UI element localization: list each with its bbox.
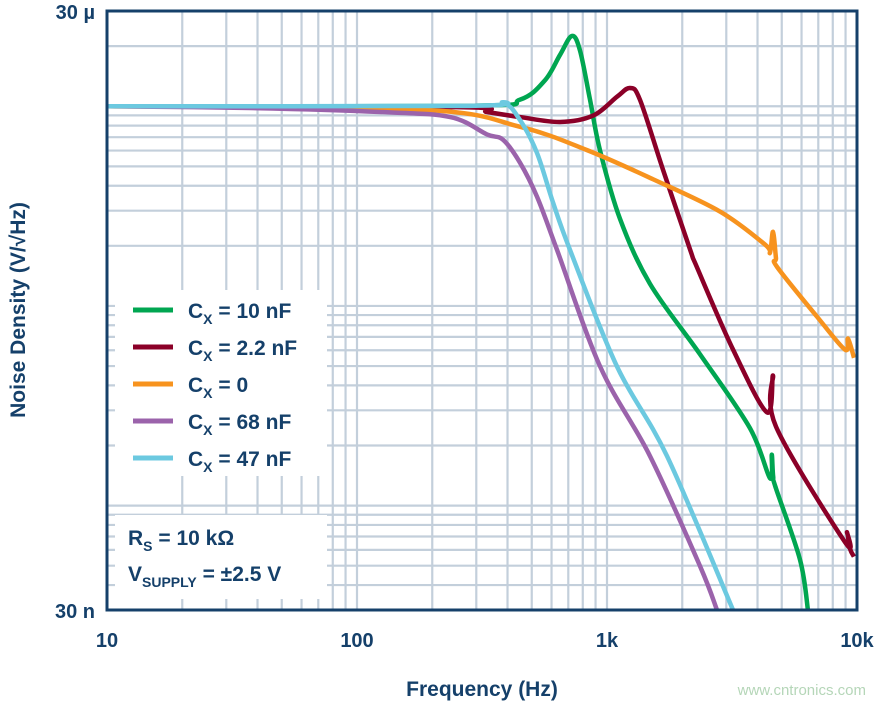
annotation-background xyxy=(115,515,327,599)
plot-frame xyxy=(105,9,859,612)
legend-label: CX = 2.2 nF xyxy=(188,337,297,364)
series-line-3 xyxy=(106,104,720,611)
x-tick-label: 10k xyxy=(840,630,874,652)
y-tick-label: 30 µ xyxy=(56,2,95,24)
series-line-4 xyxy=(106,99,736,611)
annotation-box: RS = 10 kΩ VSUPPLY = ±2.5 V xyxy=(115,515,327,599)
x-tick-label: 100 xyxy=(340,630,373,652)
legend-label: CX = 68 nF xyxy=(188,411,291,438)
y-axis-title: Noise Density (V/√Hz) xyxy=(7,202,30,418)
annotation-text: RS = 10 kΩ xyxy=(128,527,234,554)
series-line-0 xyxy=(106,33,811,612)
watermark: www.cntronics.com xyxy=(737,682,866,699)
legend-label: CX = 0 xyxy=(188,374,248,401)
legend-label: CX = 10 nF xyxy=(188,300,291,327)
legend: CX = 10 nF CX = 2.2 nF CX = 0 CX = 68 nF CX … xyxy=(115,290,327,476)
annotation-text: VSUPPLY = ±2.5 V xyxy=(128,563,281,590)
x-tick-label: 10 xyxy=(96,630,118,652)
legend-label: CX = 47 nF xyxy=(188,448,291,475)
x-tick-label: 1k xyxy=(596,630,619,652)
y-tick-label: 30 n xyxy=(55,601,95,623)
series-line-1 xyxy=(106,85,857,558)
series-curves xyxy=(106,33,857,612)
x-axis-title: Frequency (Hz) xyxy=(406,678,558,701)
series-line-2 xyxy=(106,104,857,359)
